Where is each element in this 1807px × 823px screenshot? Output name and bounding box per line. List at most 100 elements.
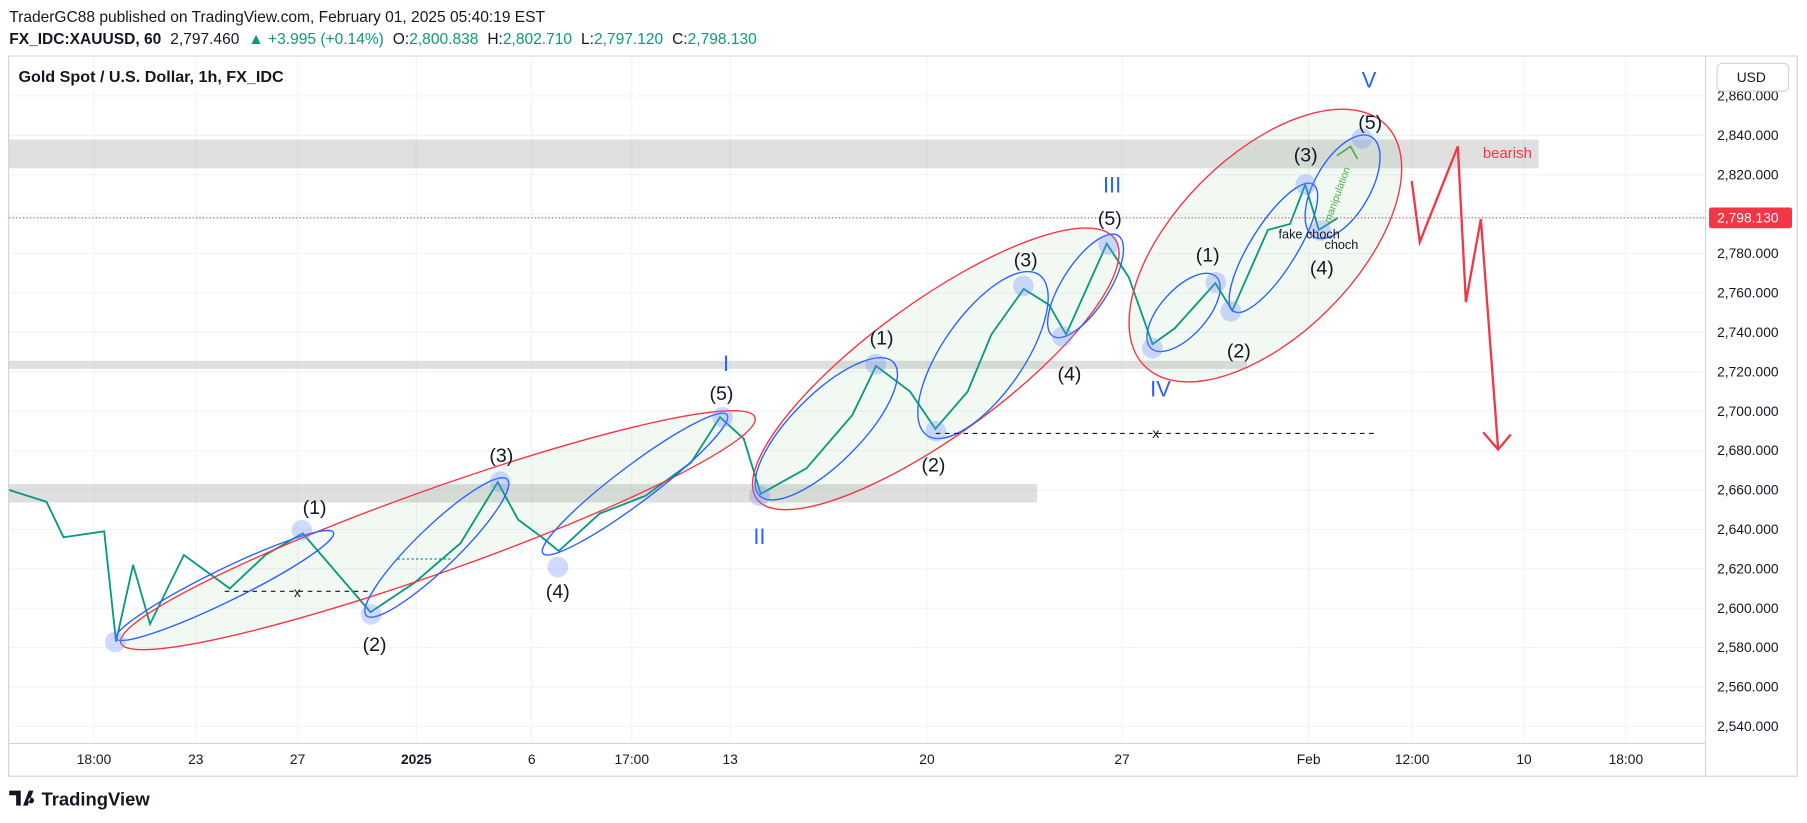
x-tick-label: 20 bbox=[919, 751, 935, 767]
wave-annotation: (3) bbox=[1294, 144, 1318, 166]
wave-ellipse bbox=[754, 356, 899, 501]
brand-logo: TradingView bbox=[9, 789, 150, 810]
y-tick-label: 2,620.000 bbox=[1717, 560, 1779, 576]
wave-ellipse bbox=[917, 270, 1049, 440]
pivot-marker bbox=[1012, 275, 1034, 297]
wave-annotation: (4) bbox=[1057, 363, 1081, 385]
wave-ellipse bbox=[115, 529, 335, 642]
wave-annotation: (5) bbox=[1358, 112, 1382, 134]
y-tick-label: 2,720.000 bbox=[1717, 363, 1779, 379]
x-tick-label: 27 bbox=[1114, 751, 1129, 767]
drawings bbox=[9, 108, 1706, 653]
pivot-marker bbox=[1220, 300, 1242, 322]
wave-annotation: III bbox=[1103, 173, 1121, 198]
price-line bbox=[8, 181, 1338, 642]
wave-annotation: (1) bbox=[1196, 245, 1220, 267]
x-tick-label: 10 bbox=[1516, 751, 1532, 767]
labels: 2,540.000 2,560.000 2,580.000 2,600.000 2,62… bbox=[77, 68, 1793, 767]
manipulation-arrow bbox=[1336, 145, 1359, 160]
price-zone bbox=[9, 360, 1247, 369]
x-tick-label: 27 bbox=[290, 751, 305, 767]
low: 2,797.120 bbox=[594, 31, 664, 48]
high: 2,802.710 bbox=[503, 31, 573, 48]
y-tick-label: 2,820.000 bbox=[1717, 166, 1779, 182]
y-tick-label: 2,760.000 bbox=[1717, 285, 1779, 301]
grid bbox=[9, 56, 1706, 744]
symbol: FX_IDC:XAUUSD, 60 bbox=[9, 31, 161, 48]
symbol-line: FX_IDC:XAUUSD, 60 2,797.460 ▲ +3.995 (+0… bbox=[9, 31, 757, 48]
wave-annotation: (3) bbox=[1014, 249, 1038, 271]
pivot-marker bbox=[865, 353, 887, 375]
up-arrow: ▲ bbox=[248, 31, 263, 48]
high-label: H: bbox=[487, 31, 503, 48]
last-price-label: 2,798.130 bbox=[1717, 209, 1779, 225]
plot bbox=[8, 181, 1338, 642]
pivot-marker bbox=[1098, 234, 1120, 255]
wave-annotation: (3) bbox=[489, 445, 513, 467]
x-tick-label: 6 bbox=[528, 751, 536, 767]
x-tick-label: 23 bbox=[188, 751, 204, 767]
change: +3.995 (+0.14%) bbox=[268, 31, 384, 48]
pivot-marker bbox=[489, 471, 511, 493]
wave-ellipse bbox=[364, 477, 510, 618]
last-price-box bbox=[1709, 207, 1793, 229]
pivot-marker bbox=[712, 406, 733, 428]
pivot-marker bbox=[1052, 326, 1073, 347]
wave-ellipse bbox=[1046, 233, 1125, 339]
pivot-marker bbox=[547, 556, 569, 578]
y-tick-label: 2,580.000 bbox=[1717, 639, 1779, 655]
y-tick-label: 2,840.000 bbox=[1717, 127, 1779, 143]
projection-arrow bbox=[1410, 146, 1500, 450]
x-tick-label: 17:00 bbox=[614, 751, 649, 767]
wave-annotation: (1) bbox=[303, 497, 327, 519]
wave-annotation: II bbox=[753, 524, 765, 549]
pivot-marker bbox=[1351, 128, 1373, 149]
x-tick-label: 12:00 bbox=[1395, 751, 1430, 767]
wave-annotation: V bbox=[1362, 68, 1377, 93]
pivot-marker bbox=[925, 420, 947, 442]
wave-annotation: (5) bbox=[709, 383, 733, 405]
wave-ellipse bbox=[1128, 108, 1403, 383]
logo-mark bbox=[9, 790, 35, 806]
x-tick-label: 18:00 bbox=[1609, 751, 1644, 767]
wave-annotation: (4) bbox=[1310, 257, 1334, 279]
y-tick-label: 2,680.000 bbox=[1717, 442, 1779, 458]
close-label: C: bbox=[672, 31, 688, 48]
arrow-head bbox=[1482, 431, 1512, 452]
price-zone bbox=[9, 484, 1038, 503]
y-tick-label: 2,740.000 bbox=[1717, 324, 1779, 340]
pivot-marker bbox=[749, 485, 770, 506]
y-tick-label: 2,640.000 bbox=[1717, 521, 1779, 537]
x-tick-label: Feb bbox=[1297, 751, 1321, 767]
wave-annotation: choch bbox=[1325, 238, 1359, 252]
wave-ellipse bbox=[1146, 272, 1221, 353]
wave-annotation: I bbox=[723, 351, 729, 376]
zones bbox=[9, 139, 1539, 503]
open: 2,800.838 bbox=[409, 31, 478, 48]
wave-annotation: IV bbox=[1150, 377, 1171, 402]
currency[interactable]: USD bbox=[1737, 69, 1766, 85]
wave-ellipse bbox=[541, 412, 729, 556]
pivot-marker bbox=[1295, 174, 1317, 195]
y-tick-label: 2,540.000 bbox=[1717, 718, 1779, 734]
pivot-marker bbox=[1142, 337, 1163, 359]
author-line: TraderGC88 published on TradingView.com,… bbox=[9, 9, 545, 26]
y-tick-label: 2,660.000 bbox=[1717, 482, 1779, 498]
currency-button[interactable] bbox=[1716, 62, 1790, 92]
pivot-marker bbox=[104, 631, 126, 653]
x-tick-label: 13 bbox=[722, 751, 738, 767]
wave-annotation: bearish bbox=[1483, 145, 1532, 162]
last-value: 2,797.460 bbox=[170, 31, 240, 48]
pivot-marker bbox=[291, 519, 313, 541]
wave-annotation: (1) bbox=[870, 328, 894, 350]
close: 2,798.130 bbox=[688, 31, 758, 48]
brand: TradingView bbox=[41, 789, 150, 810]
price-zone bbox=[9, 139, 1539, 169]
wave-annotation: (5) bbox=[1098, 208, 1122, 230]
chart-frame bbox=[8, 55, 1798, 777]
wave-ellipse bbox=[1304, 134, 1381, 240]
wave-annotation: (4) bbox=[546, 581, 570, 603]
y-tick-label: 2,560.000 bbox=[1717, 679, 1779, 695]
